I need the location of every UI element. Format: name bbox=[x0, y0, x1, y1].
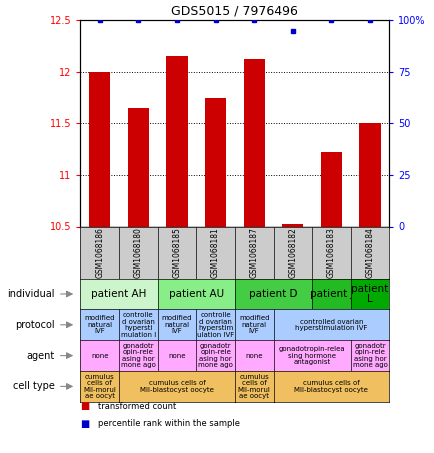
Bar bbox=[166, 57, 187, 226]
Bar bbox=[128, 108, 149, 226]
Text: none: none bbox=[168, 352, 185, 359]
Text: GSM1068184: GSM1068184 bbox=[365, 227, 374, 278]
Bar bbox=[282, 224, 303, 226]
Text: protocol: protocol bbox=[15, 320, 55, 330]
Text: individual: individual bbox=[7, 289, 55, 299]
Text: cumulus cells of
MII-blastocyst oocyte: cumulus cells of MII-blastocyst oocyte bbox=[140, 380, 214, 393]
Text: gonadotropin-relea
sing hormone
antagonist: gonadotropin-relea sing hormone antagoni… bbox=[278, 346, 345, 365]
Text: none: none bbox=[91, 352, 108, 359]
Text: percentile rank within the sample: percentile rank within the sample bbox=[98, 419, 239, 428]
Text: gonadotr
opin-rele
asing hor
mone ago: gonadotr opin-rele asing hor mone ago bbox=[121, 343, 155, 368]
Text: patient J: patient J bbox=[309, 289, 352, 299]
Text: patient
L: patient L bbox=[351, 284, 388, 304]
Text: agent: agent bbox=[26, 351, 55, 361]
Bar bbox=[89, 72, 110, 226]
Text: GSM1068185: GSM1068185 bbox=[172, 227, 181, 278]
Text: controlle
d ovarian
hypersti
mulation I: controlle d ovarian hypersti mulation I bbox=[121, 312, 156, 337]
Text: modified
natural
IVF: modified natural IVF bbox=[238, 315, 269, 334]
Text: patient AH: patient AH bbox=[91, 289, 146, 299]
Text: controlled ovarian
hyperstimulation IVF: controlled ovarian hyperstimulation IVF bbox=[295, 318, 367, 331]
Text: modified
natural
IVF: modified natural IVF bbox=[84, 315, 115, 334]
Text: cumulus
cells of
MII-morul
ae oocyt: cumulus cells of MII-morul ae oocyt bbox=[237, 374, 270, 399]
Text: GSM1068181: GSM1068181 bbox=[210, 227, 220, 278]
Title: GDS5015 / 7976496: GDS5015 / 7976496 bbox=[171, 5, 298, 18]
Text: GSM1068182: GSM1068182 bbox=[288, 227, 296, 278]
Bar bbox=[204, 98, 226, 226]
Text: GSM1068183: GSM1068183 bbox=[326, 227, 335, 278]
Text: modified
natural
IVF: modified natural IVF bbox=[161, 315, 192, 334]
Text: cumulus
cells of
MII-morul
ae oocyt: cumulus cells of MII-morul ae oocyt bbox=[83, 374, 116, 399]
Text: cell type: cell type bbox=[13, 381, 55, 391]
Text: gonadotr
opin-rele
asing hor
mone ago: gonadotr opin-rele asing hor mone ago bbox=[352, 343, 387, 368]
Text: gonadotr
opin-rele
asing hor
mone ago: gonadotr opin-rele asing hor mone ago bbox=[198, 343, 233, 368]
Text: GSM1068187: GSM1068187 bbox=[249, 227, 258, 278]
Text: ■: ■ bbox=[80, 419, 89, 429]
Text: controlle
d ovarian
hyperstim
ulation IVF: controlle d ovarian hyperstim ulation IV… bbox=[197, 312, 233, 337]
Text: none: none bbox=[245, 352, 262, 359]
Text: patient D: patient D bbox=[249, 289, 297, 299]
Text: patient AU: patient AU bbox=[168, 289, 224, 299]
Bar bbox=[320, 152, 341, 226]
Text: GSM1068180: GSM1068180 bbox=[134, 227, 142, 278]
Text: cumulus cells of
MII-blastocyst oocyte: cumulus cells of MII-blastocyst oocyte bbox=[294, 380, 368, 393]
Bar bbox=[243, 58, 264, 226]
Text: transformed count: transformed count bbox=[98, 402, 176, 411]
Text: GSM1068186: GSM1068186 bbox=[95, 227, 104, 278]
Bar bbox=[358, 123, 380, 226]
Text: ■: ■ bbox=[80, 401, 89, 411]
